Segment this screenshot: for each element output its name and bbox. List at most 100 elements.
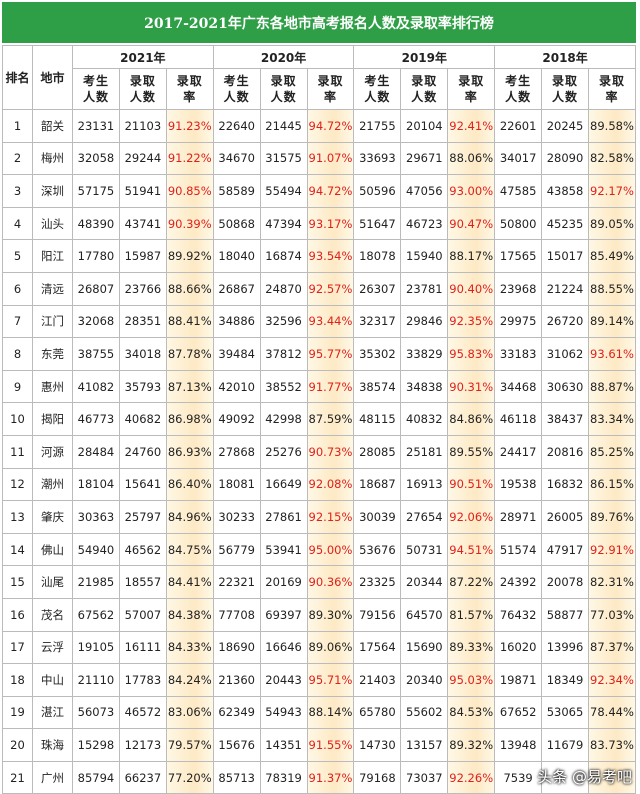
rate-cell: 83.73% <box>587 728 637 762</box>
count-cell: 13948 <box>494 728 543 762</box>
count-cell: 54943 <box>259 695 308 730</box>
rate-cell: 90.51% <box>447 467 496 502</box>
count-cell: 50731 <box>400 532 449 567</box>
count-cell: 47394 <box>259 206 308 241</box>
count-cell: 37812 <box>259 337 308 371</box>
count-cell: 78319 <box>259 760 308 794</box>
count-cell: 19871 <box>494 663 543 697</box>
rank-cell: 7 <box>2 304 33 339</box>
count-cell: 13996 <box>541 630 589 665</box>
column-header: 录取率 <box>165 68 214 110</box>
count-cell: 22321 <box>212 565 261 599</box>
count-cell: 43741 <box>118 206 167 241</box>
city-cell: 惠州 <box>32 369 73 404</box>
rate-cell: 95.83% <box>447 337 496 371</box>
count-cell: 18690 <box>212 630 261 665</box>
rank-cell: 19 <box>2 695 33 730</box>
rate-cell: 89.14% <box>587 304 637 339</box>
rank-cell: 17 <box>2 630 33 665</box>
count-cell: 32317 <box>353 304 402 339</box>
rate-cell: 91.55% <box>306 728 355 762</box>
rate-cell: 82.58% <box>587 141 637 176</box>
city-cell: 揭阳 <box>32 402 73 436</box>
rank-cell: 14 <box>2 532 33 567</box>
column-header: 录取人数 <box>118 68 167 110</box>
table-row: 13 肇庆 30363 25797 84.96% 30233 27861 92.15% 3003… <box>2 500 637 534</box>
rate-cell: 92.41% <box>447 109 496 143</box>
rate-cell <box>587 760 637 794</box>
count-cell: 58877 <box>541 597 589 632</box>
table-row: 4 汕头 48390 43741 90.39% 50868 47394 93.17% 51647… <box>2 206 637 241</box>
count-cell: 50596 <box>353 174 402 208</box>
count-cell: 62349 <box>212 695 261 730</box>
rate-cell: 86.40% <box>165 467 214 502</box>
count-cell: 27861 <box>259 500 308 534</box>
count-cell: 85794 <box>72 760 120 794</box>
rate-cell: 92.35% <box>447 304 496 339</box>
rate-cell: 91.07% <box>306 141 355 176</box>
rate-cell: 90.85% <box>165 174 214 208</box>
count-cell: 35793 <box>118 369 167 404</box>
rank-header: 排名 <box>2 45 33 110</box>
rank-cell: 20 <box>2 728 33 762</box>
rate-cell: 95.71% <box>306 663 355 697</box>
city-cell: 肇庆 <box>32 500 73 534</box>
city-cell: 茂名 <box>32 597 73 632</box>
rate-cell: 94.72% <box>306 109 355 143</box>
count-cell: 21403 <box>353 663 402 697</box>
count-cell: 56779 <box>212 532 261 567</box>
rate-cell: 84.96% <box>165 500 214 534</box>
rate-cell: 92.91% <box>587 532 637 567</box>
count-cell: 15017 <box>541 239 589 273</box>
rate-cell: 83.34% <box>587 402 637 436</box>
count-cell: 21360 <box>212 663 261 697</box>
rate-cell: 86.15% <box>587 467 637 502</box>
count-cell: 57175 <box>72 174 120 208</box>
count-cell: 58589 <box>212 174 261 208</box>
rate-cell: 91.23% <box>165 109 214 143</box>
count-cell: 20816 <box>541 434 589 469</box>
rate-cell: 92.17% <box>587 174 637 208</box>
count-cell: 21110 <box>72 663 120 697</box>
count-cell: 28085 <box>353 434 402 469</box>
count-cell: 19105 <box>72 630 120 665</box>
count-cell: 18104 <box>72 467 120 502</box>
count-cell: 15690 <box>400 630 449 665</box>
count-cell: 57007 <box>118 597 167 632</box>
table-row: 2 梅州 32058 29244 91.22% 34670 31575 91.07% 33693… <box>2 141 637 176</box>
rate-cell: 87.59% <box>306 402 355 436</box>
rate-cell: 83.06% <box>165 695 214 730</box>
count-cell: 48115 <box>353 402 402 436</box>
rate-cell: 87.78% <box>165 337 214 371</box>
rate-cell: 87.37% <box>587 630 637 665</box>
rank-cell: 18 <box>2 663 33 697</box>
count-cell: 45235 <box>541 206 589 241</box>
ranking-table: 排名 地市 2021年 2020年 2019年 2018年 考生人数 录取人数 录取率 考生人数录… <box>2 45 637 794</box>
count-cell: 51647 <box>353 206 402 241</box>
rank-cell: 12 <box>2 467 33 502</box>
rate-cell: 88.87% <box>587 369 637 404</box>
city-cell: 汕尾 <box>32 565 73 599</box>
column-header: 录取率 <box>447 68 496 110</box>
count-cell: 15676 <box>212 728 261 762</box>
rate-cell: 92.15% <box>306 500 355 534</box>
rate-cell: 89.30% <box>306 597 355 632</box>
city-cell: 珠海 <box>32 728 73 762</box>
rate-cell: 92.57% <box>306 271 355 306</box>
rate-cell: 92.08% <box>306 467 355 502</box>
rate-cell: 86.93% <box>165 434 214 469</box>
count-cell: 17780 <box>72 239 120 273</box>
table-row: 9 惠州 41082 35793 87.13% 42010 38552 91.77% 38574… <box>2 369 637 404</box>
count-cell: 15298 <box>72 728 120 762</box>
count-cell: 16913 <box>400 467 449 502</box>
table-row: 3 深圳 57175 51941 90.85% 58589 55494 94.72% 50596… <box>2 174 637 208</box>
header-row: 考生人数 录取人数 录取率 考生人数 录取人数 录取率 考生人数 录取人数 录取率 考生人数 录取人… <box>3 68 637 110</box>
count-cell: 46723 <box>400 206 449 241</box>
rate-cell: 92.34% <box>587 663 637 697</box>
count-cell: 39484 <box>212 337 261 371</box>
rate-cell: 89.32% <box>447 728 496 762</box>
table-row: 19 湛江 56073 46572 83.06% 62349 54943 88.14% 6578… <box>2 695 637 730</box>
rate-cell: 89.55% <box>447 434 496 469</box>
rate-cell: 82.31% <box>587 565 637 599</box>
rate-cell: 92.06% <box>447 500 496 534</box>
